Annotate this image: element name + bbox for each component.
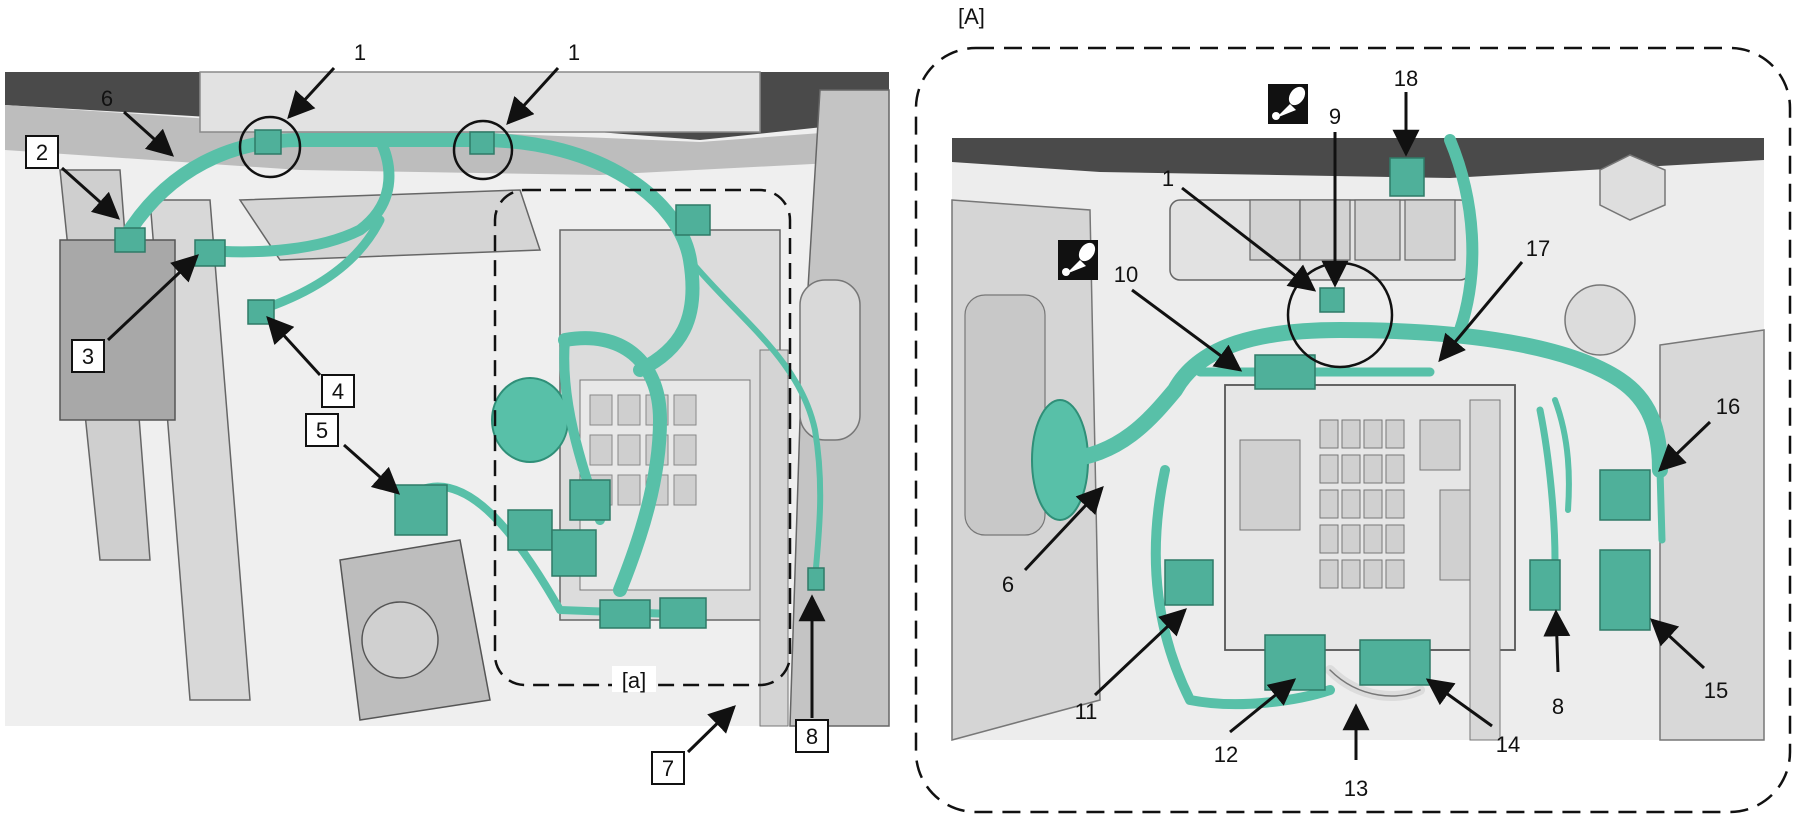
callout-label: 3: [82, 344, 94, 369]
left-illustration: [a]: [5, 71, 890, 727]
callout-label: 16: [1716, 394, 1740, 419]
callout-label: 18: [1394, 66, 1418, 91]
callout-label: 11: [1075, 699, 1098, 724]
clip-circle: [238, 115, 302, 179]
callout-label: 1: [354, 40, 366, 65]
callout-label: 2: [36, 140, 48, 165]
grease-icon: [1058, 240, 1098, 280]
callout-label: 8: [1552, 694, 1564, 719]
clip-circle: [452, 119, 514, 181]
callout-label: 15: [1704, 678, 1728, 703]
callout-label: 5: [316, 418, 328, 443]
detail-title-a: [A]: [958, 4, 985, 29]
callout-label: 13: [1344, 776, 1368, 801]
callout-label: 1: [1162, 166, 1174, 191]
detail-ref-a: [a]: [622, 668, 646, 693]
grease-icon: [1268, 84, 1308, 124]
detail-frame-a: [914, 46, 1792, 814]
callout-label: 10: [1114, 262, 1138, 287]
callout-label: 9: [1329, 104, 1341, 129]
callout-label: 17: [1526, 236, 1550, 261]
right-illustration: [951, 134, 1765, 741]
callout-label: 6: [101, 86, 113, 111]
callout-label: 4: [332, 379, 344, 404]
callout-label: 12: [1214, 742, 1238, 767]
left-callouts: 1 1 6 2 3 4 5 7 8: [25, 40, 829, 785]
right-callouts: 18 9 1 17 10 16 6 11 12 13 14 8 15: [1002, 66, 1740, 801]
callout-label: 1: [568, 40, 580, 65]
callout-label: 8: [806, 724, 818, 749]
callout-label: 6: [1002, 572, 1014, 597]
callout-label: 7: [662, 756, 674, 781]
callout-label: 14: [1496, 732, 1520, 757]
